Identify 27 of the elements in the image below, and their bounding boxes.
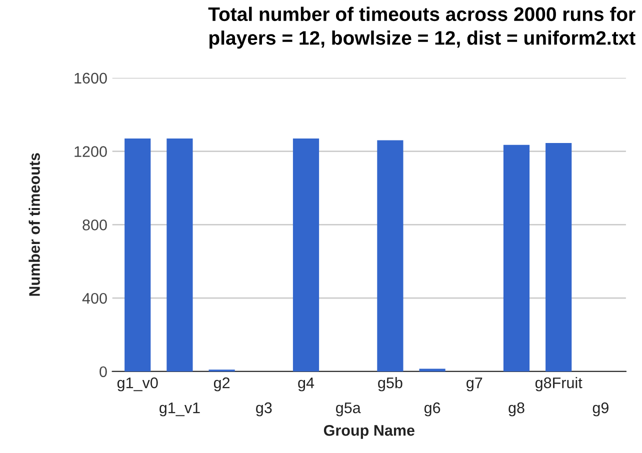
- x-tick-label: g8Fruit: [535, 377, 582, 392]
- x-tick-label: g2: [214, 377, 230, 392]
- x-tick-label: g8: [508, 402, 524, 416]
- bar: [419, 368, 446, 372]
- x-tick-label: g5a: [336, 402, 361, 416]
- x-tick-label: g5b: [378, 377, 402, 392]
- x-tick-label: g9: [592, 402, 608, 416]
- bar: [124, 138, 151, 372]
- chart-title: Total number of timeouts across 2000 runs for players = 12, bowlsize = 12, dist = uniform2.txt: [208, 6, 636, 49]
- bar: [292, 138, 320, 372]
- x-tick-label: g3: [256, 402, 272, 416]
- x-tick-label: g1_v1: [160, 402, 200, 416]
- x-tick-label: g7: [466, 378, 482, 392]
- y-tick-label: 1600: [74, 72, 107, 84]
- bar: [377, 140, 404, 372]
- bar: [546, 143, 572, 372]
- x-axis-title: Group Name: [324, 424, 414, 439]
- bar: [166, 138, 193, 372]
- y-tick-label: 0: [100, 366, 107, 378]
- y-tick-label: 400: [82, 292, 107, 304]
- y-tick-label: 800: [82, 220, 107, 230]
- x-tick-label: g4: [298, 378, 314, 392]
- bar: [503, 144, 530, 372]
- y-axis-title: Number of timeouts: [28, 153, 40, 296]
- x-tick-label: g6: [424, 402, 440, 416]
- x-tick-label: g1_v0: [117, 377, 158, 392]
- y-tick-label: 1200: [74, 146, 107, 157]
